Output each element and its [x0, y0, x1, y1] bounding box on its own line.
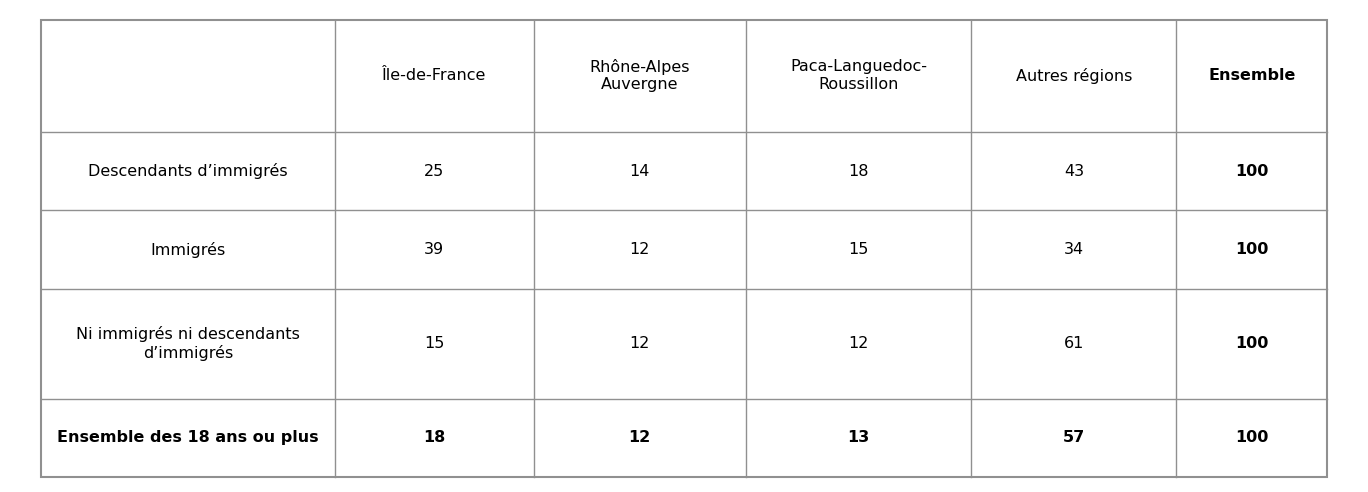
Text: 100: 100	[1235, 163, 1268, 179]
Text: 18: 18	[423, 430, 446, 445]
Text: 12: 12	[628, 430, 651, 445]
Text: 12: 12	[848, 337, 869, 351]
Text: 13: 13	[847, 430, 870, 445]
Text: Rhône-Alpes
Auvergne: Rhône-Alpes Auvergne	[590, 59, 689, 92]
Text: 15: 15	[424, 337, 445, 351]
Text: Descendants d’immigrés: Descendants d’immigrés	[89, 163, 287, 179]
Text: 100: 100	[1235, 242, 1268, 257]
Text: 39: 39	[424, 242, 445, 257]
Text: Autres régions: Autres régions	[1015, 68, 1133, 84]
Text: 12: 12	[629, 337, 650, 351]
Text: 34: 34	[1064, 242, 1083, 257]
Text: 100: 100	[1235, 337, 1268, 351]
Text: 12: 12	[629, 242, 650, 257]
Text: Paca-Languedoc-
Roussillon: Paca-Languedoc- Roussillon	[789, 60, 928, 92]
Text: Ni immigrés ni descendants
d’immigrés: Ni immigrés ni descendants d’immigrés	[77, 327, 300, 361]
Text: 18: 18	[848, 163, 869, 179]
Text: 15: 15	[848, 242, 869, 257]
Text: 25: 25	[424, 163, 445, 179]
Text: 43: 43	[1064, 163, 1083, 179]
Text: 100: 100	[1235, 430, 1268, 445]
Text: Île-de-France: Île-de-France	[382, 68, 487, 83]
Text: 57: 57	[1063, 430, 1085, 445]
Text: Ensemble: Ensemble	[1208, 68, 1295, 83]
Text: 61: 61	[1064, 337, 1083, 351]
Text: Immigrés: Immigrés	[150, 242, 226, 258]
Text: 14: 14	[629, 163, 650, 179]
Text: Ensemble des 18 ans ou plus: Ensemble des 18 ans ou plus	[57, 430, 319, 445]
